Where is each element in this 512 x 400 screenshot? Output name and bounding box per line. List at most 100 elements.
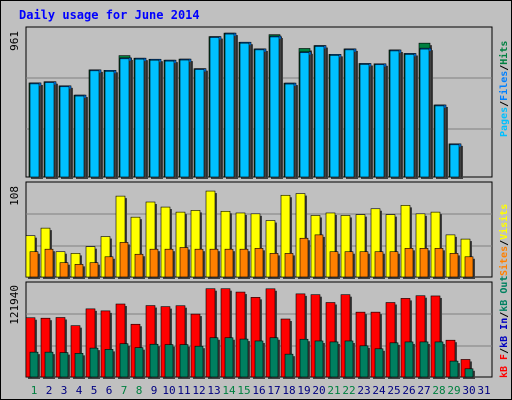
legend-separator: /: [499, 348, 510, 354]
day-label: 28: [432, 384, 445, 397]
bar-kb-out: [239, 338, 249, 378]
legend-entry: kB In: [499, 318, 510, 348]
bar-pages: [269, 36, 280, 178]
bar-sites: [404, 248, 414, 278]
bar-sites: [134, 253, 144, 278]
bar-kb-out: [464, 368, 474, 378]
legend-entry: Pages: [499, 107, 510, 137]
bar-sites: [344, 251, 354, 278]
bar-sites: [284, 253, 294, 278]
legend-0: Pages/Files/Hits: [498, 41, 510, 137]
bar-kb-out: [104, 349, 114, 378]
day-label: 16: [252, 384, 265, 397]
bar-kb-out: [449, 360, 459, 378]
bar-kb-out: [359, 345, 369, 378]
bar-sites: [164, 248, 174, 278]
day-label: 18: [282, 384, 295, 397]
bar-sites: [74, 264, 84, 278]
bar-sites: [359, 251, 369, 278]
bar-kb-out: [74, 353, 84, 378]
bar-sites: [419, 248, 429, 278]
legend-1: Sites/Visits: [498, 204, 510, 276]
bar-sites: [329, 251, 339, 278]
bar-kb-out: [254, 340, 264, 378]
day-label: 12: [192, 384, 205, 397]
bar-pages: [89, 70, 100, 178]
day-label: 4: [76, 384, 83, 397]
legend-separator: /: [499, 101, 510, 107]
day-label: 29: [447, 384, 460, 397]
bar-pages: [194, 69, 205, 178]
bar-kb-out: [44, 351, 54, 378]
day-label: 25: [387, 384, 400, 397]
day-label: 22: [342, 384, 355, 397]
legend-entry: Files: [498, 71, 510, 101]
day-label: 1: [31, 384, 38, 397]
bar-pages: [404, 54, 415, 178]
bar-pages: [119, 58, 130, 178]
bar-sites: [179, 247, 189, 278]
day-label: 17: [267, 384, 280, 397]
bar-pages: [104, 70, 115, 178]
bar-kb-out: [314, 340, 324, 378]
bar-kb-out: [134, 347, 144, 378]
bar-sites: [299, 237, 309, 278]
axis-max-label: 961: [8, 31, 21, 51]
day-label: 14: [222, 384, 236, 397]
bar-kb-out: [194, 345, 204, 378]
bar-pages: [374, 64, 385, 178]
bar-pages: [44, 82, 55, 178]
bar-kb-out: [224, 337, 234, 378]
day-label: 7: [121, 384, 128, 397]
bar-pages: [419, 48, 430, 178]
bar-kb-out: [329, 341, 339, 378]
day-label: 2: [46, 384, 53, 397]
bar-pages: [134, 58, 145, 178]
day-label: 9: [151, 384, 158, 397]
bar-kb-out: [209, 337, 219, 378]
bar-sites: [209, 248, 219, 278]
legend-entry: Visits: [498, 204, 510, 240]
legend-separator: /: [499, 65, 510, 71]
bar-kb-out: [419, 341, 429, 378]
bar-sites: [224, 248, 234, 278]
bar-kb-out: [374, 348, 384, 378]
bar-pages: [299, 52, 310, 178]
bar-kb-out: [434, 341, 444, 378]
day-label: 24: [372, 384, 386, 397]
bar-kb-out: [59, 352, 69, 378]
bar-kb-out: [119, 343, 129, 378]
legend-entry: kB Out: [499, 276, 510, 312]
bar-sites: [149, 248, 159, 278]
day-label: 21: [327, 384, 340, 397]
bar-sites: [449, 253, 459, 278]
bar-sites: [269, 253, 279, 278]
day-label: 8: [136, 384, 143, 397]
bar-sites: [239, 248, 249, 278]
legend-entry: kB F: [499, 354, 510, 378]
bar-pages: [434, 105, 445, 178]
bar-kb-out: [89, 347, 99, 378]
bar-sites: [314, 234, 324, 278]
bar-pages: [284, 83, 295, 178]
day-label: 20: [312, 384, 325, 397]
bar-pages: [164, 60, 175, 178]
bar-kb-out: [299, 338, 309, 378]
bar-pages: [329, 55, 340, 178]
legend-2: kB F/kB In/kB Out: [499, 276, 510, 378]
bar-pages: [179, 59, 190, 178]
bar-pages: [314, 46, 325, 178]
day-label: 3: [61, 384, 68, 397]
day-label: 13: [207, 384, 220, 397]
bar-kb-out: [149, 343, 159, 378]
bar-kb-out: [29, 351, 39, 378]
bar-sites: [44, 248, 54, 278]
bar-sites: [89, 262, 99, 278]
bar-pages: [209, 37, 220, 178]
bar-pages: [449, 144, 460, 178]
legend-separator: /: [499, 312, 510, 318]
axis-max-label: 108: [8, 186, 21, 206]
day-label: 26: [402, 384, 415, 397]
bar-sites: [194, 248, 204, 278]
day-label: 19: [297, 384, 310, 397]
